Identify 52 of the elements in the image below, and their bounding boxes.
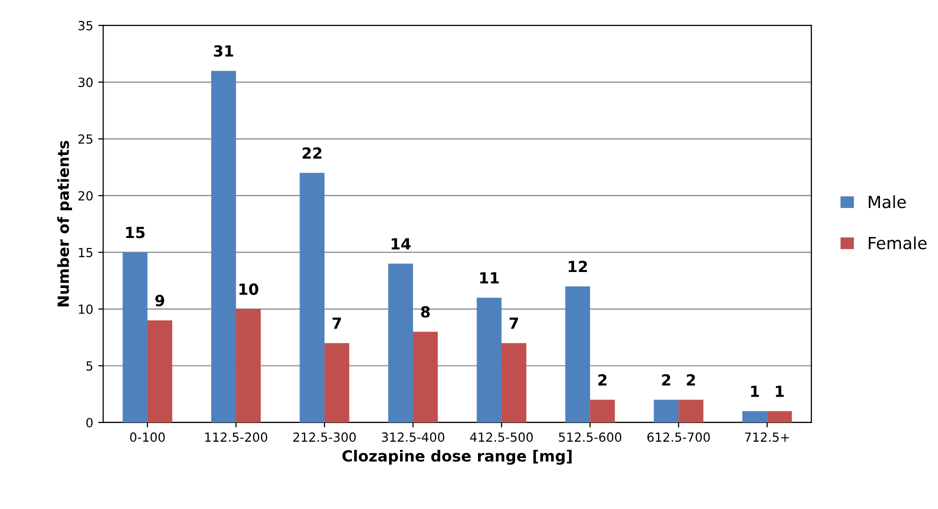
data-label: 22 [302, 147, 322, 159]
x-tick-label: 312.5-400 [382, 432, 444, 442]
data-label: 15 [126, 226, 145, 238]
y-tick-label: 20 [78, 191, 93, 201]
y-tick-label: 5 [86, 361, 92, 371]
y-axis-title: Number of patients [57, 140, 72, 306]
bar [565, 286, 590, 422]
x-tick-label: 0-100 [130, 432, 165, 442]
data-label: 7 [510, 318, 518, 329]
bar [476, 298, 502, 422]
x-tick-label: 412.5-500 [470, 432, 533, 442]
legend-label: Female [868, 236, 927, 250]
bar [147, 320, 172, 422]
data-label: 8 [421, 306, 430, 318]
x-tick-label: 712.5+ [745, 432, 789, 442]
legend-label: Male [868, 195, 906, 208]
data-label: 1 [751, 386, 759, 397]
data-label: 2 [686, 374, 695, 386]
y-tick-label: 25 [78, 134, 92, 144]
x-tick-label: 612.5-700 [647, 432, 710, 442]
data-label: 2 [598, 374, 606, 386]
y-tick-label: 10 [78, 304, 93, 314]
data-label: 9 [155, 294, 164, 306]
data-label: 11 [480, 272, 499, 284]
data-label: 2 [662, 374, 670, 386]
data-label: 1 [776, 386, 784, 397]
bar [122, 252, 148, 422]
bar [502, 343, 526, 422]
bar [742, 411, 768, 422]
x-tick-label: 212.5-300 [293, 432, 356, 442]
data-label: 7 [332, 318, 341, 329]
bar [590, 400, 615, 422]
y-tick-label: 35 [78, 20, 92, 30]
bar [678, 400, 704, 422]
bar [654, 400, 679, 422]
bar [413, 332, 438, 422]
y-tick-label: 0 [86, 418, 93, 428]
bar [324, 343, 350, 422]
bar [211, 70, 236, 422]
bar [236, 309, 261, 422]
y-tick-label: 30 [78, 78, 93, 88]
data-label: 31 [214, 45, 234, 57]
bar [300, 172, 324, 422]
x-tick-label: 512.5-600 [558, 432, 622, 442]
x-tick-label: 112.5-200 [205, 432, 268, 442]
data-label: 10 [239, 283, 258, 295]
data-label: 12 [568, 260, 587, 272]
bar [767, 411, 792, 422]
x-axis-title: Clozapine dose range [mg] [342, 450, 572, 465]
y-tick-label: 15 [78, 248, 92, 258]
data-label: 14 [392, 238, 411, 250]
bar [388, 264, 414, 422]
